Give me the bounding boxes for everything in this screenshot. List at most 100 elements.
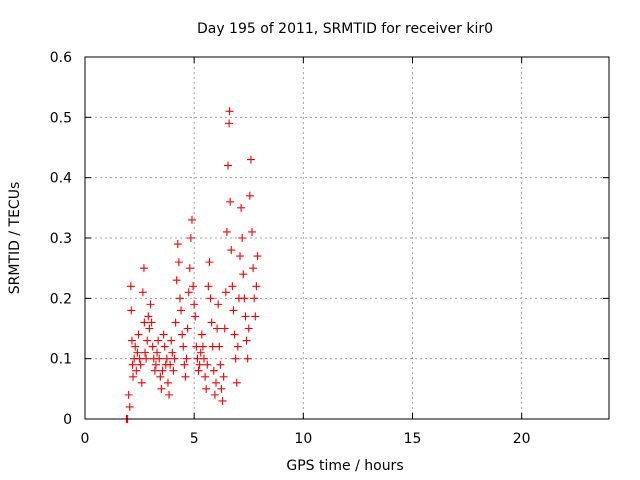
data-point [124, 390, 133, 399]
data-point [249, 264, 258, 273]
data-point [157, 384, 166, 393]
data-point [201, 372, 210, 381]
data-point [128, 360, 137, 369]
data-point [168, 348, 177, 357]
data-point [151, 360, 160, 369]
data-point [231, 354, 240, 363]
x-tick-label: 5 [190, 431, 199, 447]
data-point [174, 258, 183, 267]
data-point [230, 330, 239, 339]
data-point [146, 300, 155, 309]
y-tick-label: 0.5 [50, 110, 72, 126]
data-point [222, 227, 231, 236]
data-point [206, 294, 215, 303]
data-point [148, 342, 157, 351]
data-point [225, 119, 234, 128]
chart-title: Day 195 of 2011, SRMTID for receiver kir… [197, 21, 493, 37]
data-point [160, 342, 169, 351]
data-point [216, 360, 225, 369]
y-tick-label: 0.6 [50, 50, 72, 66]
data-point [137, 378, 146, 387]
data-point [181, 372, 190, 381]
data-point [133, 348, 142, 357]
data-point [195, 360, 204, 369]
data-point [185, 264, 194, 273]
data-point [125, 402, 134, 411]
y-axis-label: SRMTID / TECUs [7, 182, 23, 295]
data-point [226, 197, 235, 206]
data-point [180, 360, 189, 369]
data-point [241, 312, 250, 321]
x-tick-label: 20 [513, 431, 531, 447]
y-tick-label: 0.1 [50, 352, 72, 368]
data-point [207, 318, 216, 327]
data-point [127, 306, 136, 315]
data-point [139, 264, 148, 273]
data-point [141, 348, 150, 357]
data-points [122, 107, 262, 423]
data-point [190, 300, 199, 309]
data-point [250, 294, 259, 303]
data-point [205, 258, 214, 267]
data-point [244, 324, 253, 333]
data-point [196, 348, 205, 357]
data-point [147, 318, 156, 327]
data-point [169, 366, 178, 375]
data-point [127, 336, 136, 345]
data-point [233, 342, 242, 351]
data-point [182, 354, 191, 363]
data-point [214, 300, 223, 309]
data-point [228, 282, 237, 291]
data-point [251, 312, 260, 321]
data-point [172, 276, 181, 285]
data-point [236, 252, 245, 261]
data-point [187, 215, 196, 224]
data-point [203, 360, 212, 369]
data-point [184, 288, 193, 297]
y-tick-label: 0.3 [50, 231, 72, 247]
data-point [163, 378, 172, 387]
y-tick-label: 0 [63, 412, 72, 428]
plot-frame [84, 56, 610, 420]
data-point [218, 396, 227, 405]
data-point [229, 306, 238, 315]
data-point [246, 155, 255, 164]
data-point [170, 354, 179, 363]
x-axis-label: GPS time / hours [286, 458, 403, 474]
data-point [213, 324, 222, 333]
y-tick-label: 0.4 [50, 171, 72, 187]
data-point [248, 227, 257, 236]
x-tick-label: 10 [294, 431, 312, 447]
data-point [198, 342, 207, 351]
data-point [129, 372, 138, 381]
data-point [220, 324, 229, 333]
data-point [221, 288, 230, 297]
data-point [210, 390, 219, 399]
data-point [144, 312, 153, 321]
data-point [134, 330, 143, 339]
data-point [177, 306, 186, 315]
data-point [140, 318, 149, 327]
data-point [131, 342, 140, 351]
data-point [202, 384, 211, 393]
data-point [245, 191, 254, 200]
data-point [225, 107, 234, 116]
data-point [178, 330, 187, 339]
data-point [209, 366, 218, 375]
data-point [189, 282, 198, 291]
data-point [150, 366, 159, 375]
data-point [191, 312, 200, 321]
data-point [237, 203, 246, 212]
data-point [165, 390, 174, 399]
x-tick-label: 15 [404, 431, 422, 447]
data-point [219, 372, 228, 381]
axis-ticks: 0 0.1 0.2 0.3 0.4 0.5 0.6 0 5 10 15 20 [50, 50, 609, 447]
data-point [167, 336, 176, 345]
data-point [215, 342, 224, 351]
data-point [217, 384, 226, 393]
data-point [173, 240, 182, 249]
data-point [194, 366, 203, 375]
data-point [132, 366, 141, 375]
data-point [253, 252, 262, 261]
